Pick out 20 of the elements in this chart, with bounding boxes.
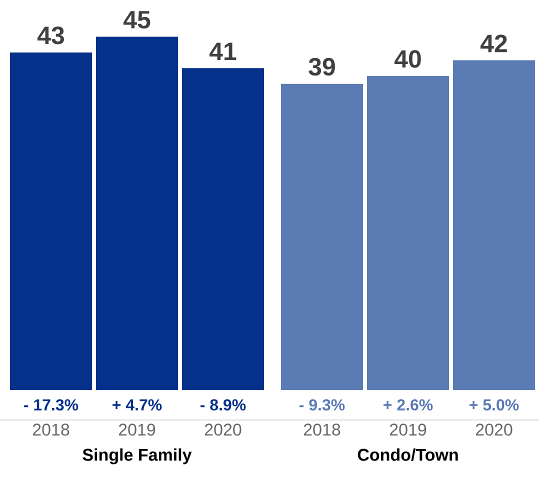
x-tick-label: 2020	[476, 424, 512, 436]
data-label: 41	[209, 42, 236, 60]
data-label: 42	[480, 34, 507, 52]
data-label: 45	[123, 11, 150, 29]
x-tick-label: 2018	[32, 424, 70, 436]
annotation: + 5.0%	[470, 399, 519, 411]
x-tick-label: 2020	[204, 424, 242, 436]
x-tick-label: 2018	[304, 424, 340, 436]
data-label: 43	[37, 26, 64, 44]
data-label: 40	[394, 50, 421, 68]
annotation: + 4.7%	[112, 399, 162, 410]
x-axis-title: Single Family	[82, 448, 192, 464]
x-tick-label: 2019	[390, 424, 426, 436]
annotation: + 2.6%	[384, 399, 433, 411]
x-axis-title: Condo/Town	[358, 448, 458, 462]
annotation: - 9.3%	[300, 399, 345, 411]
x-tick-label: 2019	[118, 424, 156, 436]
annotation: - 8.9%	[200, 399, 246, 411]
data-label: 39	[308, 58, 335, 76]
annotation: - 17.3%	[24, 399, 78, 411]
